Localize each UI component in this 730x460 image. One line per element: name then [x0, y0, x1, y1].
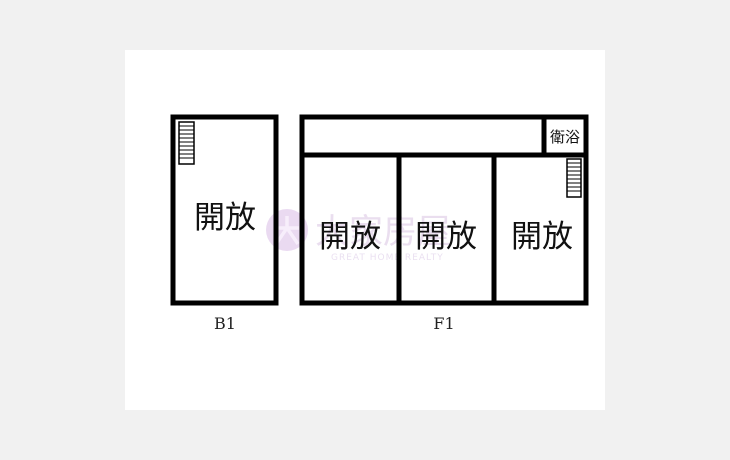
f1-room-open-label-2: 開放 — [415, 219, 477, 255]
b1-room-open-label: 開放 — [194, 200, 256, 236]
f1-stairs-icon — [566, 158, 582, 198]
b1-stairs-icon — [178, 121, 195, 165]
f1-outer-wall — [299, 114, 589, 306]
f1-room-open-label-1: 開放 — [319, 219, 381, 255]
floor-plan-drawing: 大家房屋 GREAT HOME REALTY 開放 B1 衛浴 — [170, 114, 589, 333]
b1-outer-wall — [170, 114, 279, 306]
f1-room-open-label-3: 開放 — [511, 219, 573, 255]
f1-bathroom-label: 衛浴 — [550, 128, 580, 146]
floor-plan-sheet: 大家房屋 GREAT HOME REALTY 開放 B1 衛浴 — [125, 50, 605, 410]
floor-f1: 衛浴 開放 開放 開放 F1 — [299, 114, 589, 333]
floor-b1: 開放 B1 — [170, 114, 279, 333]
watermark-tagline-text: GREAT HOME REALTY — [331, 253, 444, 263]
b1-floor-label: B1 — [214, 314, 236, 333]
watermark-brand-text: 大家房屋 — [315, 212, 451, 252]
f1-floor-label: F1 — [433, 314, 454, 333]
